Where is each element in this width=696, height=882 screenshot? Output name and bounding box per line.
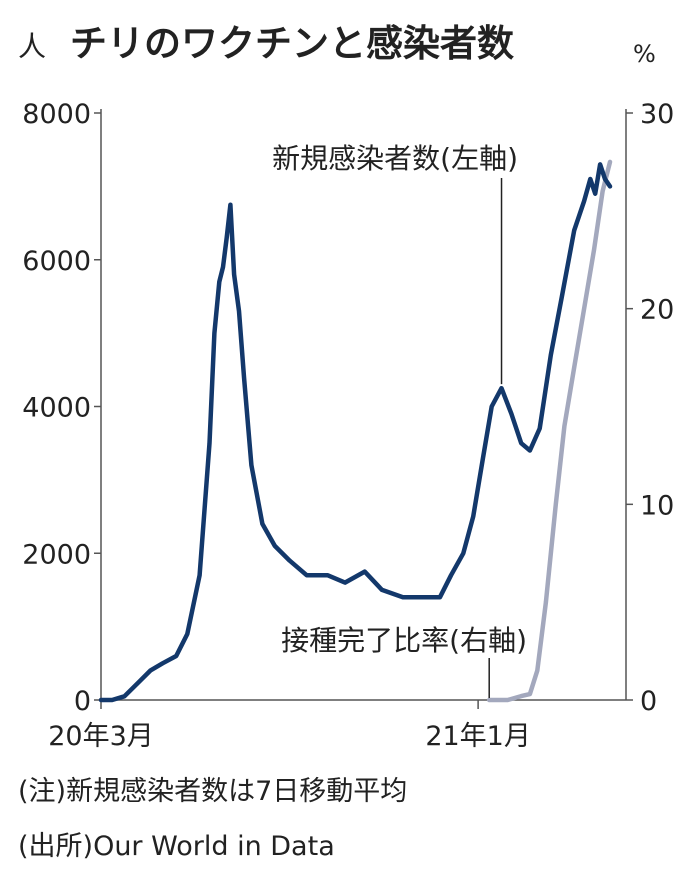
series-label-cases: 新規感染者数(左軸) — [272, 142, 518, 175]
chart-title: チリのワクチンと感染者数 — [70, 22, 514, 65]
footnote-source: (出所)Our World in Data — [18, 831, 335, 862]
series-label-vaccination: 接種完了比率(右軸) — [281, 624, 527, 657]
right-axis-unit: % — [633, 40, 656, 68]
y-right-tick-label: 10 — [640, 490, 674, 521]
x-tick-label: 20年3月 — [48, 721, 154, 752]
y-left-tick-label: 8000 — [22, 99, 91, 130]
left-axis-unit: 人 — [18, 30, 46, 63]
y-right-tick-label: 30 — [640, 99, 674, 130]
x-tick-label: 21年1月 — [425, 721, 531, 752]
series-line-cases — [98, 162, 613, 703]
series-line-vaccination — [486, 159, 613, 703]
y-left-tick-label: 4000 — [22, 393, 91, 424]
y-right-tick-label: 20 — [640, 295, 674, 326]
y-right-tick-label: 0 — [640, 686, 657, 717]
y-left-tick-label: 2000 — [22, 539, 91, 570]
y-left-tick-label: 0 — [74, 686, 91, 717]
axes-group: 0 2000 4000 6000 8000 0 10 20 30 20年3月 21年1月 — [22, 99, 674, 752]
series-layer — [98, 159, 613, 703]
y-left-tick-label: 6000 — [22, 246, 91, 277]
series-labels: 新規感染者数(左軸) 接種完了比率(右軸) — [272, 142, 527, 698]
footnote-note: (注)新規感染者数は7日移動平均 — [18, 776, 408, 807]
